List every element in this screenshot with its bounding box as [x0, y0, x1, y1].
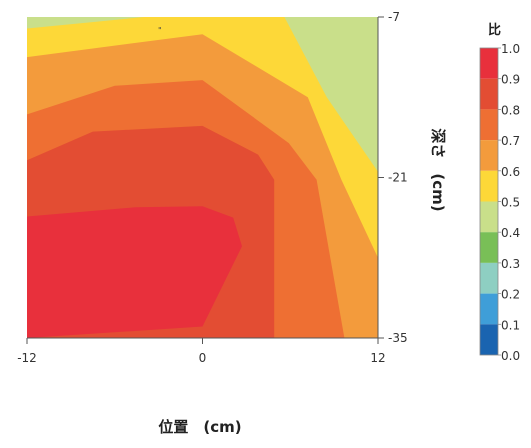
y-tick-label: -21 — [388, 171, 408, 185]
axes: -12 0 12 -7 -21 -35 — [17, 10, 407, 365]
annotation-mark: " — [158, 26, 162, 35]
colorbar-swatch — [480, 109, 498, 141]
axis-labels: " 位置 (cm) 深さ (cm) 比 — [158, 22, 501, 436]
colorbar-tick-label: 0.4 — [501, 226, 520, 240]
colorbar-tick-label: 0.1 — [501, 318, 520, 332]
colorbar-tick-label: 1.0 — [501, 42, 520, 56]
x-tick-label: 0 — [199, 351, 207, 365]
y-tick-label: -7 — [388, 10, 400, 24]
colorbar-tick-label: 0.8 — [501, 103, 520, 117]
colorbar-swatch — [480, 78, 498, 110]
colorbar-tick-label: 0.6 — [501, 165, 520, 179]
colorbar-tick-label: 0.2 — [501, 288, 520, 302]
colorbar: 1.0 0.9 0.8 0.7 0.6 0.5 0.4 0.3 0.2 0.1 0.0 — [479, 42, 520, 363]
colorbar-tick-label: 0.7 — [501, 134, 520, 148]
colorbar-swatch — [480, 324, 498, 355]
colorbar-swatch — [480, 140, 498, 171]
y-tick-label: -35 — [388, 331, 408, 345]
colorbar-swatch — [480, 170, 498, 202]
x-axis-label: 位置 (cm) — [158, 418, 241, 436]
colorbar-title: 比 — [488, 22, 501, 38]
colorbar-swatch — [480, 232, 498, 263]
colorbar-swatch — [480, 48, 498, 79]
colorbar-tick-label: 0.3 — [501, 257, 520, 271]
colorbar-swatch — [480, 262, 498, 294]
plot-area — [27, 17, 378, 339]
x-tick-label: 12 — [370, 351, 385, 365]
y-axis-label: 深さ (cm) — [429, 128, 447, 211]
colorbar-swatch — [480, 293, 498, 325]
colorbar-swatch — [480, 201, 498, 233]
colorbar-tick-label: 0.9 — [501, 73, 520, 87]
contour-band-0.9 — [27, 206, 242, 338]
colorbar-tick-label: 0.5 — [501, 196, 520, 210]
colorbar-tick-label: 0.0 — [501, 349, 520, 363]
x-tick-label: -12 — [17, 351, 37, 365]
